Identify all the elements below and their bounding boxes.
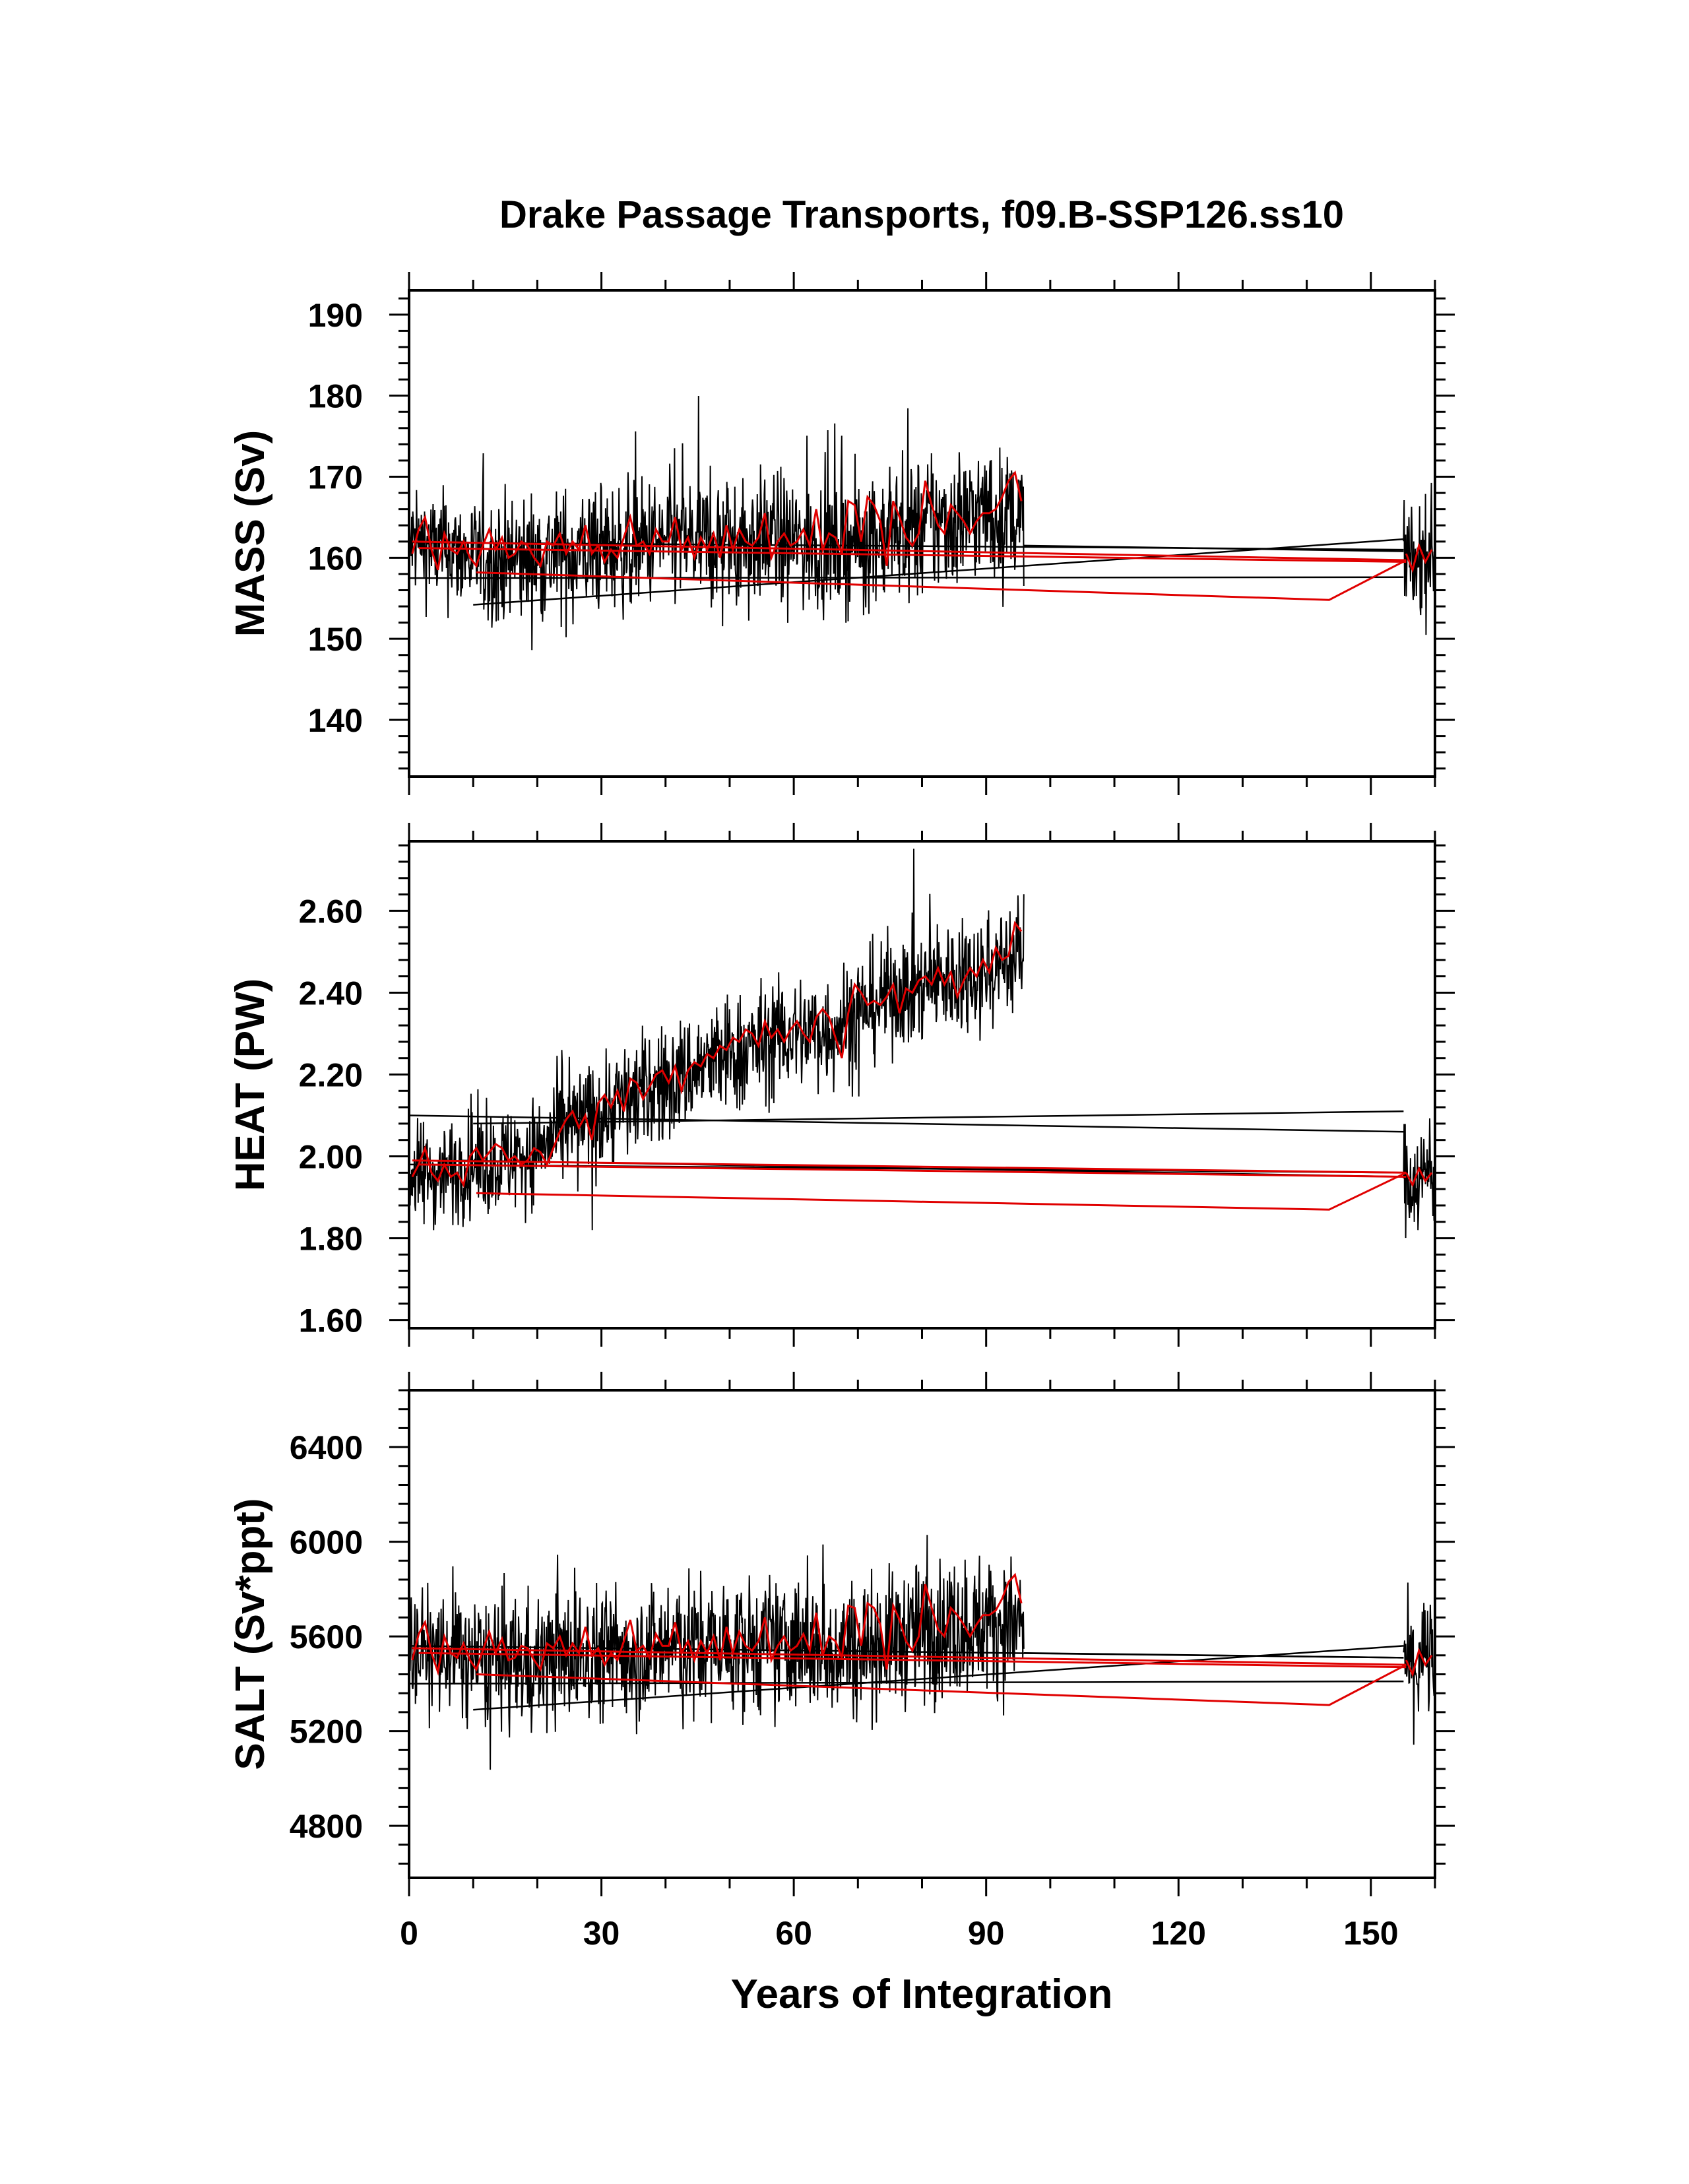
y-tick-label-heat: 2.00 [299,1139,363,1176]
x-tick-label: 90 [968,1915,1005,1952]
plot-area-salt [409,1535,1435,1770]
y-tick-label-mass: 150 [308,621,363,658]
y-tick-label-heat: 2.20 [299,1056,363,1093]
monthly-wrap-line-salt-2 [473,1645,1404,1711]
y-tick-label-mass: 170 [308,459,363,496]
y-axis-title-heat: HEAT (PW) [228,979,273,1192]
y-tick-label-salt: 5200 [290,1714,363,1750]
annual-tail-salt [1405,1648,1433,1677]
annual-wrap-line-heat-1 [418,1163,1407,1178]
monthly-series-heat-1 [1403,1118,1435,1238]
panel-heat: 1.60 1.80 2.00 2.20 2.40 2.60 HEAT (PW) [228,823,1455,1347]
monthly-wrap-line-heat-1 [473,1110,1404,1125]
monthly-series-salt-1 [1403,1582,1435,1745]
x-tick-label: 150 [1343,1915,1398,1952]
annual-wrap-line-salt-1 [418,1652,1407,1669]
annual-wrap-line-heat-0 [412,1159,1407,1174]
x-tick-label: 60 [775,1915,812,1952]
annual-series-heat [411,920,1023,1188]
monthly-series-heat-0 [409,849,1025,1231]
y-tick-label-salt: 6000 [290,1524,363,1561]
y-tick-label-mass: 190 [308,297,363,334]
annual-wrap-line-mass-1 [418,547,1407,563]
y-tick-label-salt: 4800 [290,1808,363,1845]
annual-tail-mass [1405,542,1433,573]
y-axis-title-salt: SALT (Sv*ppt) [228,1498,273,1770]
y-tick-label-mass: 140 [308,702,363,739]
monthly-wrap-line-mass-2 [473,538,1404,606]
y-tick-label-mass: 160 [308,540,363,577]
monthly-series-mass-0 [409,395,1025,651]
y-tick-label-salt: 6400 [290,1429,363,1466]
plot-area-heat [409,849,1435,1238]
panel-mass: 140 150 160 170 180 190 MASS (Sv) [228,272,1455,795]
x-axis-title: Years of Integration [731,1972,1113,2017]
x-tick-label: 30 [583,1915,620,1952]
annual-series-mass [411,470,1023,571]
y-tick-label-heat: 1.60 [299,1302,363,1339]
panel-salt: 4800 5200 5600 6000 6400 SALT (Sv*ppt) [228,1372,1455,1896]
annual-series-salt [411,1572,1023,1676]
y-tick-label-heat: 2.60 [299,893,363,930]
annual-wrap-line-heat-2 [476,1171,1407,1211]
y-axis-title-mass: MASS (Sv) [228,430,273,637]
annual-wrap-line-salt-0 [412,1647,1407,1666]
monthly-wrap-line-salt-3 [409,1680,1404,1685]
y-tick-label-salt: 5600 [290,1619,363,1655]
y-tick-label-heat: 1.80 [299,1221,363,1258]
y-tick-label-mass: 180 [308,378,363,415]
panels-group: 140 150 160 170 180 190 MASS (Sv) 1.60 1.80 2.00 2… [228,272,1455,1952]
annual-wrap-line-mass-2 [476,559,1407,601]
chart-title: Drake Passage Transports, f09.B-SSP126.s… [499,193,1344,236]
plot-area-mass [409,395,1435,651]
annual-wrap-line-mass-0 [412,540,1407,562]
x-tick-label: 0 [400,1915,418,1952]
monthly-wrap-line-mass-3 [409,576,1404,579]
annual-tail-heat [1405,1166,1433,1188]
y-tick-label-heat: 2.40 [299,975,363,1012]
annual-wrap-line-salt-2 [476,1663,1407,1706]
x-tick-label: 120 [1151,1915,1206,1952]
